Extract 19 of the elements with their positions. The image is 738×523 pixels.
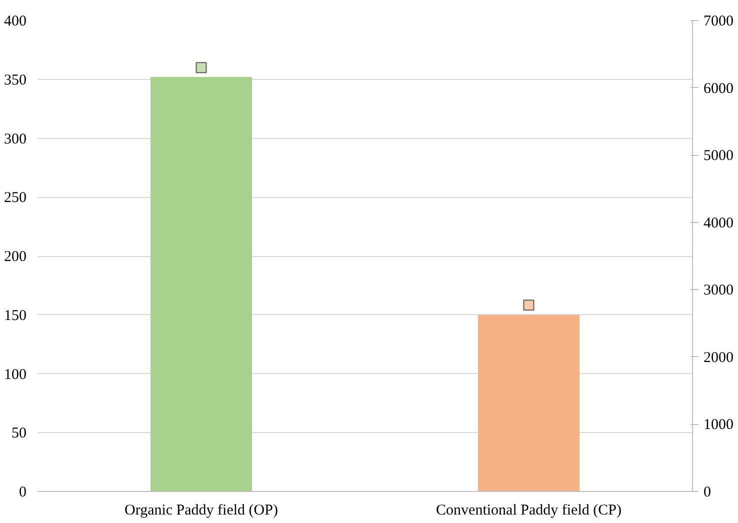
y2-tick-label: 0 <box>704 484 711 500</box>
y-tick-label: 250 <box>4 190 26 206</box>
y2-tick-label: 1000 <box>704 417 734 434</box>
y2-tick-label: 2000 <box>704 350 734 366</box>
y-tick-label: 400 <box>4 14 26 30</box>
y-tick-label: 300 <box>4 131 26 148</box>
y-tick-label: 350 <box>4 72 26 88</box>
y-tick-label: 100 <box>4 366 26 383</box>
x-tick-label: Organic Paddy field (OP) <box>124 502 278 518</box>
y-tick-label: 50 <box>12 426 26 442</box>
y2-tick-label: 5000 <box>704 148 734 164</box>
x-tick-label: Conventional Paddy field (CP) <box>436 502 622 518</box>
y2-tick-label: 3000 <box>704 282 734 299</box>
y-tick-label: 200 <box>4 249 26 265</box>
y-tick-label: 150 <box>4 308 26 324</box>
y-tick-label: 0 <box>19 484 26 500</box>
y2-tick-label: 6000 <box>704 80 734 97</box>
y2-tick-label: 7000 <box>704 14 734 30</box>
y2-tick-label: 4000 <box>704 215 734 232</box>
